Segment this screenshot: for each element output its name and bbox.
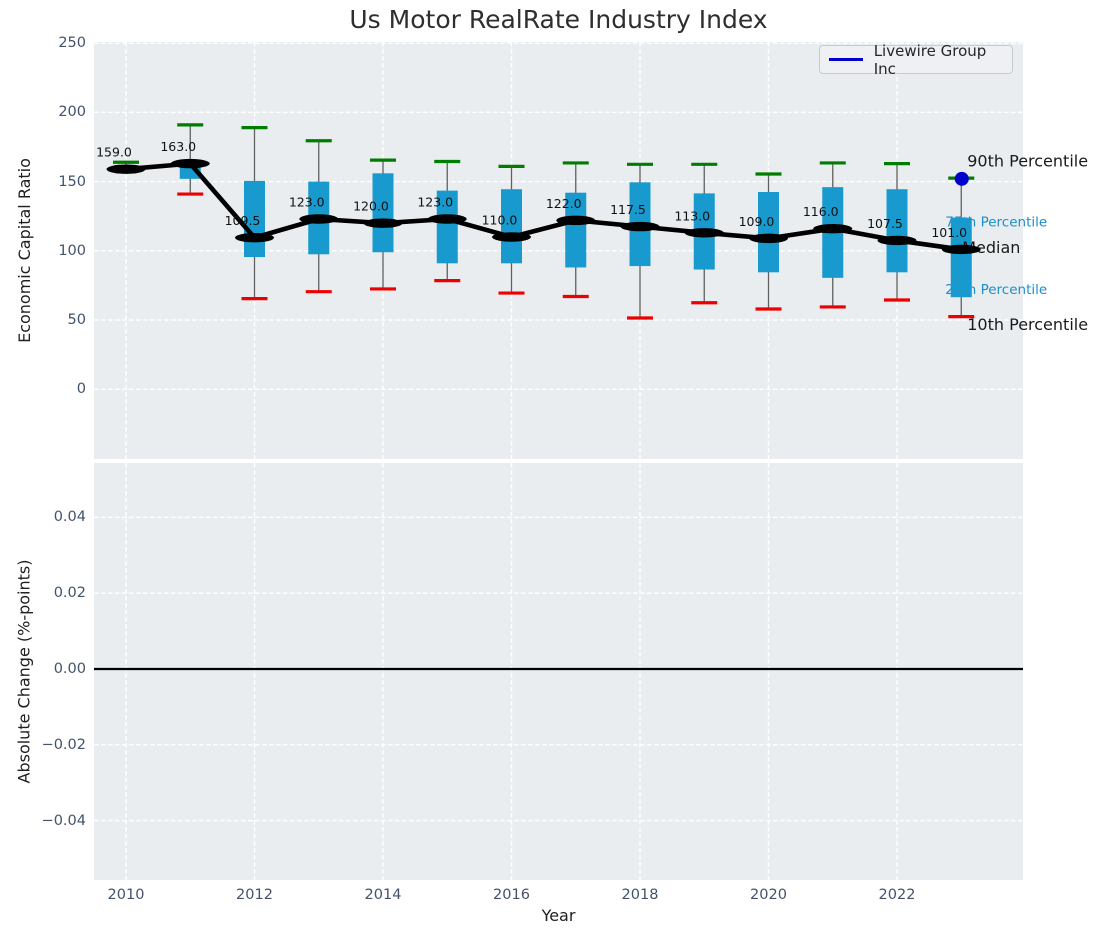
median-marker: [299, 214, 339, 224]
annotation-90th-percentile: 90th Percentile: [967, 152, 1088, 171]
company-point-marker: [954, 171, 969, 186]
median-marker: [427, 214, 467, 224]
xtick-year: 2014: [364, 887, 402, 903]
ytick-bottom: 0.00: [53, 660, 86, 677]
median-value-label: 123.0: [289, 194, 325, 209]
annotation-10th-percentile: 10th Percentile: [967, 315, 1088, 334]
box-iqr: [886, 189, 908, 273]
bottom-plot-background: [94, 463, 1023, 880]
median-marker: [363, 218, 403, 228]
median-marker: [492, 232, 531, 242]
median-value-label: 122.0: [546, 196, 582, 211]
legend-line-sample: [829, 58, 863, 61]
ytick-top: 150: [58, 173, 86, 190]
ytick-top: 250: [58, 34, 86, 51]
median-value-label: 120.0: [353, 199, 389, 214]
median-value-label: 110.0: [482, 212, 518, 227]
median-marker: [877, 235, 917, 246]
box-iqr: [372, 173, 394, 253]
legend: Livewire Group Inc: [819, 42, 1013, 78]
box-iqr: [758, 191, 779, 273]
median-marker: [749, 233, 788, 244]
box-iqr: [565, 192, 587, 268]
xtick-year: 2022: [878, 887, 916, 903]
xtick-year: 2018: [621, 887, 659, 903]
chart-title: Us Motor RealRate Industry Index: [349, 5, 768, 34]
ytick-bottom: 0.02: [53, 584, 86, 601]
median-marker: [235, 232, 274, 243]
ytick-top: 100: [58, 242, 86, 259]
median-value-label: 159.0: [96, 145, 132, 160]
xtick-year: 2020: [750, 887, 787, 903]
median-value-label: 101.0: [931, 225, 967, 240]
median-value-label: 107.5: [867, 216, 903, 231]
box-iqr: [436, 190, 458, 264]
median-marker: [170, 158, 210, 169]
median-marker: [813, 223, 853, 234]
ytick-bottom: −0.02: [41, 736, 86, 753]
median-marker: [620, 221, 660, 232]
median-marker: [556, 215, 596, 226]
median-value-label: 116.0: [803, 204, 839, 219]
ytick-top: 0: [76, 381, 86, 398]
median-value-label: 163.0: [160, 139, 196, 154]
xtick-year: 2010: [107, 887, 145, 903]
xtick-year: 2016: [493, 887, 530, 903]
ytick-bottom: 0.04: [53, 509, 86, 526]
median-value-label: 109.0: [739, 214, 775, 229]
ytick-top: 50: [67, 311, 86, 328]
median-value-label: 109.5: [225, 213, 261, 228]
median-value-label: 117.5: [610, 202, 646, 217]
median-value-label: 123.0: [417, 194, 453, 209]
median-marker: [941, 244, 981, 255]
ytick-bottom: −0.04: [41, 812, 86, 829]
ytick-top: 200: [58, 104, 86, 121]
xtick-year: 2012: [236, 887, 273, 903]
median-marker: [684, 228, 724, 238]
box-iqr: [501, 189, 522, 264]
median-marker: [106, 164, 146, 174]
x-axis-label: Year: [541, 906, 576, 925]
median-value-label: 113.0: [674, 208, 710, 223]
legend-label: Livewire Group Inc: [873, 41, 987, 78]
box-iqr: [950, 217, 972, 298]
